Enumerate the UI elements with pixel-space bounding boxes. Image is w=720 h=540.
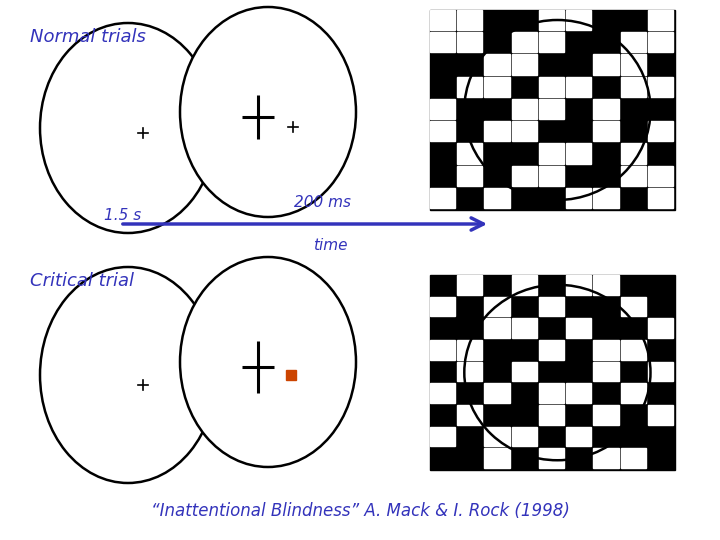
- Ellipse shape: [180, 257, 356, 467]
- Bar: [648, 77, 673, 97]
- Bar: [593, 121, 618, 141]
- Bar: [593, 55, 618, 75]
- Bar: [621, 448, 646, 468]
- Bar: [566, 77, 591, 97]
- Bar: [539, 383, 564, 403]
- Bar: [539, 77, 564, 97]
- Bar: [648, 319, 673, 338]
- Bar: [430, 275, 675, 470]
- Bar: [621, 166, 646, 186]
- Bar: [430, 99, 455, 119]
- Bar: [539, 405, 564, 424]
- Bar: [621, 32, 646, 52]
- Bar: [593, 99, 618, 119]
- Bar: [566, 427, 591, 447]
- Text: “Inattentional Blindness” A. Mack & I. Rock (1998): “Inattentional Blindness” A. Mack & I. R…: [150, 502, 570, 520]
- Bar: [430, 10, 675, 210]
- Bar: [539, 143, 564, 164]
- Bar: [539, 99, 564, 119]
- Bar: [512, 99, 537, 119]
- Bar: [457, 32, 482, 52]
- Ellipse shape: [40, 267, 216, 483]
- Bar: [430, 10, 455, 30]
- Bar: [539, 166, 564, 186]
- Bar: [593, 340, 618, 360]
- Bar: [485, 55, 510, 75]
- Bar: [512, 427, 537, 447]
- Bar: [512, 362, 537, 381]
- Bar: [593, 275, 618, 295]
- Bar: [430, 121, 455, 141]
- Bar: [430, 296, 455, 316]
- Bar: [430, 340, 455, 360]
- Bar: [512, 55, 537, 75]
- Bar: [621, 77, 646, 97]
- Bar: [430, 427, 455, 447]
- Bar: [593, 188, 618, 208]
- Bar: [593, 362, 618, 381]
- Bar: [457, 10, 482, 30]
- Bar: [566, 188, 591, 208]
- Bar: [430, 32, 455, 52]
- Bar: [648, 362, 673, 381]
- Bar: [457, 362, 482, 381]
- Bar: [485, 77, 510, 97]
- Bar: [457, 275, 482, 295]
- Bar: [648, 166, 673, 186]
- Bar: [648, 405, 673, 424]
- Bar: [566, 275, 591, 295]
- Bar: [566, 143, 591, 164]
- Text: time: time: [312, 238, 347, 253]
- Bar: [566, 319, 591, 338]
- Text: 1.5 s: 1.5 s: [104, 208, 142, 223]
- Bar: [485, 296, 510, 316]
- Bar: [457, 405, 482, 424]
- Bar: [485, 188, 510, 208]
- Bar: [621, 55, 646, 75]
- Bar: [512, 32, 537, 52]
- Bar: [539, 32, 564, 52]
- Bar: [621, 296, 646, 316]
- Bar: [512, 121, 537, 141]
- Bar: [485, 427, 510, 447]
- Bar: [539, 296, 564, 316]
- Bar: [457, 77, 482, 97]
- Text: Critical trial: Critical trial: [30, 272, 134, 290]
- Bar: [457, 340, 482, 360]
- Text: 200 ms: 200 ms: [294, 195, 351, 210]
- Bar: [539, 10, 564, 30]
- Ellipse shape: [40, 23, 216, 233]
- Bar: [430, 188, 455, 208]
- Bar: [648, 10, 673, 30]
- Bar: [485, 383, 510, 403]
- Bar: [457, 166, 482, 186]
- Bar: [512, 166, 537, 186]
- Bar: [430, 383, 455, 403]
- Ellipse shape: [180, 7, 356, 217]
- Bar: [539, 448, 564, 468]
- Bar: [621, 143, 646, 164]
- Bar: [621, 383, 646, 403]
- Bar: [593, 405, 618, 424]
- Text: Normal trials: Normal trials: [30, 28, 146, 46]
- Bar: [566, 383, 591, 403]
- Bar: [286, 370, 296, 380]
- Bar: [457, 143, 482, 164]
- Bar: [512, 275, 537, 295]
- Bar: [485, 121, 510, 141]
- Bar: [621, 340, 646, 360]
- Bar: [648, 32, 673, 52]
- Bar: [648, 121, 673, 141]
- Bar: [485, 448, 510, 468]
- Bar: [512, 319, 537, 338]
- Bar: [485, 319, 510, 338]
- Bar: [566, 10, 591, 30]
- Bar: [539, 340, 564, 360]
- Bar: [593, 448, 618, 468]
- Bar: [648, 188, 673, 208]
